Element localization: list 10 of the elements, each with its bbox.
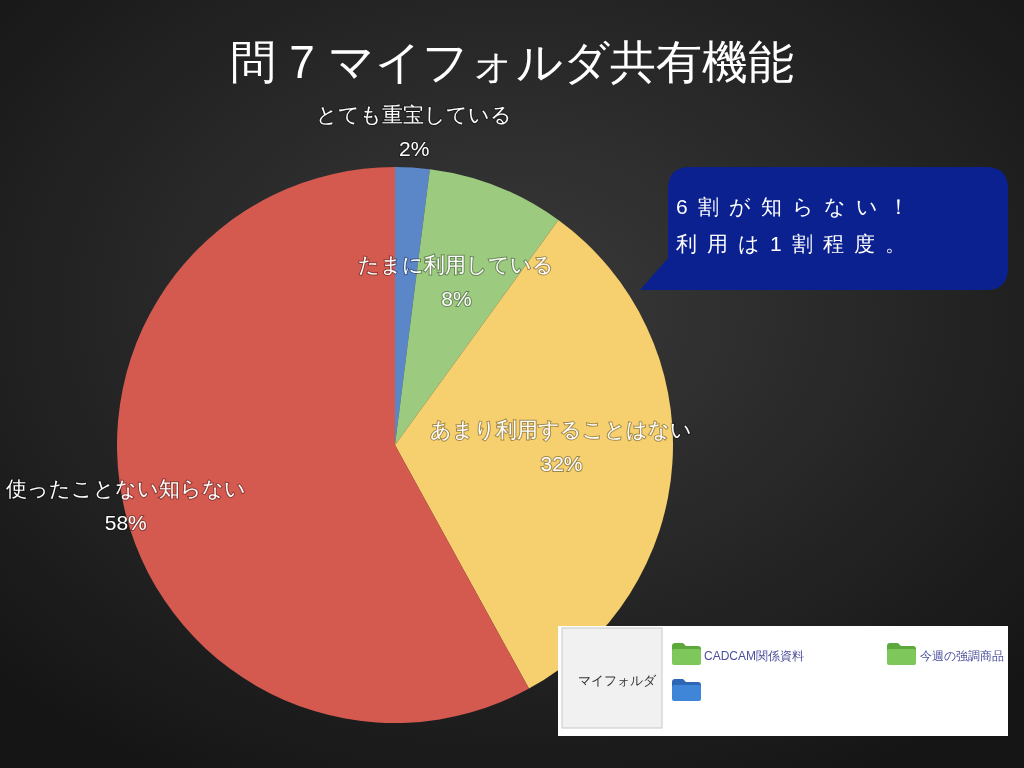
text: 6割が知らない！ <box>676 195 919 218</box>
text: 利用は1割程度。 <box>676 232 916 255</box>
data-label: 32% <box>540 452 583 476</box>
text: CADCAM関係資料 <box>704 649 805 663</box>
data-label: 2% <box>399 136 430 160</box>
slice-label: とても重宝している <box>316 102 513 126</box>
text: 今週の強調商品 <box>920 649 1004 663</box>
chart-title: 問 7 マイフォルダ共有機能 <box>230 36 794 88</box>
text: マイフォルダ <box>578 673 657 688</box>
data-label: 8% <box>441 286 472 310</box>
